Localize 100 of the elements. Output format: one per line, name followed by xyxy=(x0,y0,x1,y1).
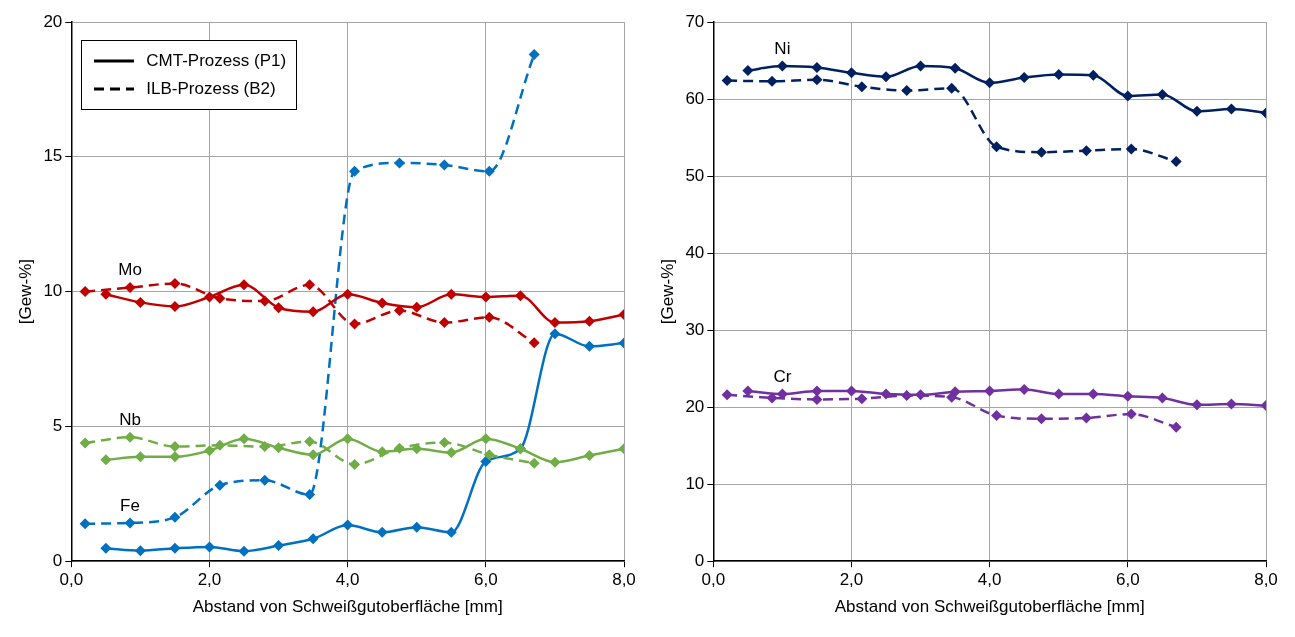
point xyxy=(583,315,595,327)
point xyxy=(169,511,181,523)
point xyxy=(811,385,823,397)
point xyxy=(411,301,423,313)
x-tick-label: 6,0 xyxy=(1116,570,1140,590)
x-tick-label: 8,0 xyxy=(1254,570,1278,590)
x-tick-label: 0,0 xyxy=(59,570,84,590)
point xyxy=(79,518,91,530)
point xyxy=(342,433,354,445)
series-label: Mo xyxy=(118,260,142,280)
point xyxy=(438,159,450,171)
point xyxy=(169,278,181,290)
point xyxy=(304,279,316,291)
y-axis-title: [Gew-%] xyxy=(15,259,35,325)
point xyxy=(528,457,540,469)
point xyxy=(946,82,958,94)
point xyxy=(438,317,450,329)
point xyxy=(811,61,823,73)
point xyxy=(583,450,595,462)
series-label: Cr xyxy=(773,366,792,386)
y-tick-label: 20 xyxy=(685,396,705,416)
point xyxy=(880,388,892,400)
point xyxy=(1122,390,1134,402)
point xyxy=(984,77,996,89)
point xyxy=(376,297,388,309)
point xyxy=(1125,143,1137,155)
point xyxy=(528,49,540,61)
y-tick-label: 20 xyxy=(43,11,63,31)
point xyxy=(483,165,495,177)
point xyxy=(100,454,112,466)
point xyxy=(1170,155,1182,167)
point xyxy=(721,75,733,87)
x-tick-label: 0,0 xyxy=(701,570,726,590)
point xyxy=(901,85,913,97)
point xyxy=(1087,69,1099,81)
point xyxy=(811,74,823,86)
point xyxy=(1080,145,1092,157)
point xyxy=(238,545,250,557)
y-tick-label: 15 xyxy=(43,146,63,166)
key-panel: CMT-Prozess (P1) ILB-Prozess (B2) xyxy=(81,40,298,110)
point xyxy=(169,300,181,312)
point xyxy=(124,517,136,529)
point xyxy=(776,60,788,72)
point xyxy=(480,433,492,445)
series-label: Nb xyxy=(119,409,141,429)
point xyxy=(583,340,595,352)
point xyxy=(742,385,754,397)
point xyxy=(238,279,250,291)
y-tick-label: 0 xyxy=(694,550,705,570)
point xyxy=(528,337,540,349)
point xyxy=(376,526,388,538)
point xyxy=(134,451,146,463)
point xyxy=(259,474,271,486)
annotation: ILB-Prozess (B2) xyxy=(146,78,276,100)
point xyxy=(411,443,423,455)
point xyxy=(1018,383,1030,395)
point xyxy=(480,291,492,303)
point xyxy=(1156,88,1168,100)
y-tick-label: 40 xyxy=(685,242,705,262)
point xyxy=(483,449,495,461)
point xyxy=(393,157,405,169)
point xyxy=(79,286,91,298)
point xyxy=(1191,105,1203,117)
y-tick-label: 30 xyxy=(685,319,705,339)
point xyxy=(949,386,961,398)
point xyxy=(991,410,1003,422)
point xyxy=(304,436,316,447)
point xyxy=(100,288,112,300)
point xyxy=(856,81,868,93)
y-tick-label: 0 xyxy=(52,550,63,570)
point xyxy=(349,318,361,330)
point xyxy=(169,451,181,463)
point xyxy=(214,479,226,491)
point xyxy=(1035,146,1047,158)
point xyxy=(514,290,526,302)
point xyxy=(342,519,354,531)
point xyxy=(1053,68,1065,80)
point xyxy=(1191,399,1203,411)
point xyxy=(124,431,136,443)
point xyxy=(445,526,457,538)
point xyxy=(480,455,492,467)
point xyxy=(134,296,146,308)
series-label: Ni xyxy=(774,38,791,58)
x-axis-title: Abstand von Schweißgutoberfläche [mm] xyxy=(192,597,503,617)
point xyxy=(169,542,181,554)
point xyxy=(549,328,561,340)
point xyxy=(1018,71,1030,83)
point xyxy=(307,533,319,545)
point xyxy=(856,393,868,405)
point xyxy=(342,288,354,300)
point xyxy=(549,317,561,329)
point xyxy=(376,446,388,458)
y-axis-title: [Gew-%] xyxy=(657,259,677,325)
point xyxy=(273,442,285,454)
point xyxy=(203,291,215,303)
point xyxy=(438,437,450,449)
point xyxy=(742,65,754,77)
x-tick-label: 4,0 xyxy=(335,570,360,590)
point xyxy=(445,288,457,300)
point xyxy=(766,75,778,87)
